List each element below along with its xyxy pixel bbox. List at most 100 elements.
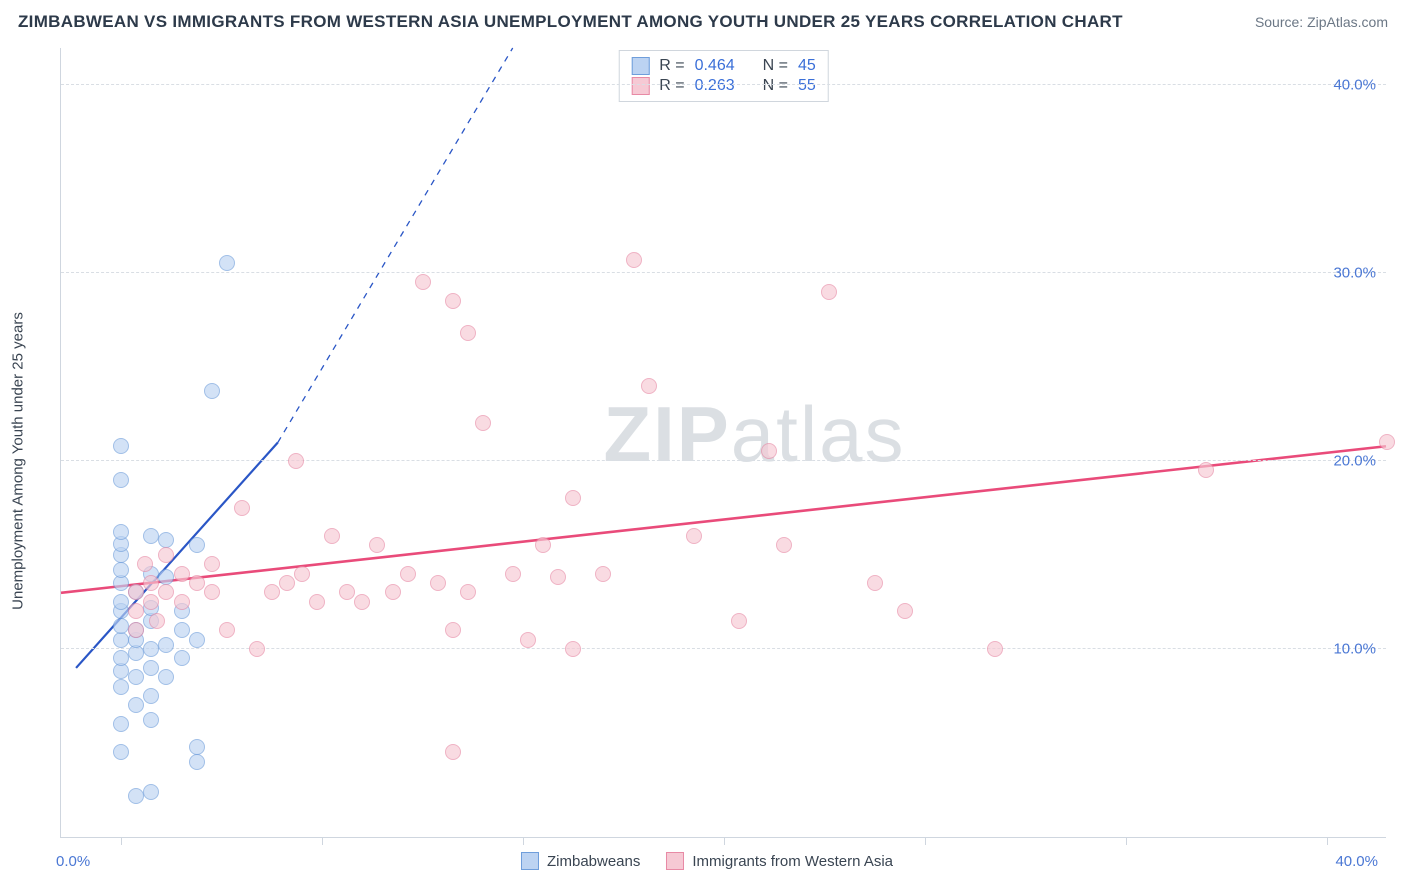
scatter-point <box>987 641 1003 657</box>
scatter-point <box>204 383 220 399</box>
legend-r-label: R = <box>659 57 684 75</box>
correlation-legend: R = 0.464 N = 45 R = 0.263 N = 55 <box>618 50 829 102</box>
series-label-1: Immigrants from Western Asia <box>692 853 893 870</box>
scatter-point <box>174 594 190 610</box>
scatter-point <box>249 641 265 657</box>
scatter-point <box>113 472 129 488</box>
scatter-point <box>143 688 159 704</box>
gridline <box>61 84 1386 85</box>
scatter-point <box>595 566 611 582</box>
scatter-point <box>128 622 144 638</box>
scatter-point <box>234 500 250 516</box>
legend-n-value-1: 55 <box>798 77 816 95</box>
scatter-point <box>128 669 144 685</box>
scatter-point <box>189 739 205 755</box>
scatter-point <box>1379 434 1395 450</box>
series-legend-item-1: Immigrants from Western Asia <box>666 852 893 870</box>
scatter-point <box>113 562 129 578</box>
legend-n-value-0: 45 <box>798 57 816 75</box>
scatter-point <box>113 438 129 454</box>
scatter-point <box>821 284 837 300</box>
x-tick <box>724 837 725 845</box>
scatter-point <box>149 613 165 629</box>
scatter-point <box>385 584 401 600</box>
y-tick-label: 40.0% <box>1333 76 1376 93</box>
series-label-0: Zimbabweans <box>547 853 640 870</box>
scatter-point <box>189 754 205 770</box>
scatter-point <box>113 618 129 634</box>
plot-area: ZIPatlas R = 0.464 N = 45 R = 0.263 N = … <box>60 48 1386 838</box>
scatter-point <box>430 575 446 591</box>
y-tick-label: 20.0% <box>1333 452 1376 469</box>
scatter-point <box>204 556 220 572</box>
scatter-point <box>174 650 190 666</box>
scatter-point <box>143 575 159 591</box>
scatter-point <box>113 524 129 540</box>
scatter-point <box>113 679 129 695</box>
legend-row-0: R = 0.464 N = 45 <box>631 56 816 76</box>
scatter-point <box>158 637 174 653</box>
scatter-point <box>505 566 521 582</box>
scatter-point <box>475 415 491 431</box>
scatter-point <box>445 744 461 760</box>
x-tick <box>925 837 926 845</box>
scatter-point <box>128 584 144 600</box>
series-swatch-0 <box>521 852 539 870</box>
scatter-point <box>174 566 190 582</box>
x-tick <box>322 837 323 845</box>
x-min-label: 0.0% <box>56 853 90 870</box>
scatter-point <box>264 584 280 600</box>
gridline <box>61 460 1386 461</box>
scatter-point <box>189 632 205 648</box>
scatter-point <box>565 641 581 657</box>
scatter-point <box>204 584 220 600</box>
scatter-point <box>445 293 461 309</box>
scatter-point <box>158 669 174 685</box>
scatter-point <box>400 566 416 582</box>
y-tick-label: 10.0% <box>1333 640 1376 657</box>
chart-source: Source: ZipAtlas.com <box>1255 14 1388 30</box>
scatter-point <box>309 594 325 610</box>
legend-row-1: R = 0.263 N = 55 <box>631 76 816 96</box>
scatter-point <box>460 325 476 341</box>
watermark-thin: atlas <box>731 390 906 478</box>
series-legend: Zimbabweans Immigrants from Western Asia <box>521 852 893 870</box>
legend-n-label: N = <box>763 77 788 95</box>
legend-r-value-0: 0.464 <box>695 57 735 75</box>
scatter-point <box>143 641 159 657</box>
series-legend-item-0: Zimbabweans <box>521 852 640 870</box>
scatter-point <box>128 697 144 713</box>
scatter-point <box>279 575 295 591</box>
scatter-point <box>128 788 144 804</box>
scatter-point <box>143 712 159 728</box>
scatter-point <box>294 566 310 582</box>
watermark: ZIPatlas <box>603 389 905 480</box>
scatter-point <box>1198 462 1214 478</box>
x-tick <box>1327 837 1328 845</box>
scatter-point <box>686 528 702 544</box>
scatter-point <box>143 660 159 676</box>
x-max-label: 40.0% <box>1335 853 1378 870</box>
scatter-point <box>324 528 340 544</box>
scatter-point <box>641 378 657 394</box>
legend-r-value-1: 0.263 <box>695 77 735 95</box>
scatter-point <box>113 650 129 666</box>
chart-header: ZIMBABWEAN VS IMMIGRANTS FROM WESTERN AS… <box>18 12 1388 32</box>
scatter-point <box>369 537 385 553</box>
legend-swatch-1 <box>631 77 649 95</box>
scatter-point <box>158 547 174 563</box>
series-swatch-1 <box>666 852 684 870</box>
scatter-point <box>761 443 777 459</box>
scatter-point <box>535 537 551 553</box>
watermark-bold: ZIP <box>603 390 730 478</box>
legend-r-label: R = <box>659 77 684 95</box>
scatter-point <box>626 252 642 268</box>
scatter-point <box>143 594 159 610</box>
scatter-point <box>339 584 355 600</box>
scatter-point <box>174 622 190 638</box>
x-tick <box>1126 837 1127 845</box>
scatter-point <box>189 537 205 553</box>
x-tick <box>121 837 122 845</box>
y-tick-label: 30.0% <box>1333 264 1376 281</box>
scatter-point <box>354 594 370 610</box>
